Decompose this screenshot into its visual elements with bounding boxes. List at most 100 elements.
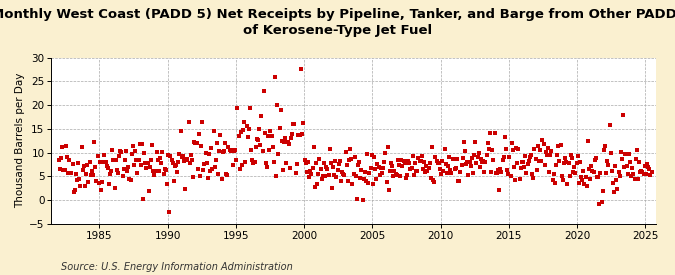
Point — [392, 173, 402, 178]
Point — [157, 149, 168, 154]
Point — [71, 172, 82, 177]
Point — [543, 145, 554, 150]
Point — [354, 160, 364, 164]
Point — [480, 160, 491, 164]
Point — [255, 143, 266, 147]
Point — [516, 160, 527, 164]
Point — [335, 178, 346, 183]
Point — [643, 165, 653, 169]
Point — [627, 166, 638, 170]
Point — [60, 144, 71, 148]
Point — [158, 172, 169, 176]
Point — [632, 177, 643, 181]
Point — [470, 139, 481, 144]
Point — [96, 188, 107, 193]
Point — [447, 156, 458, 161]
Point — [581, 184, 592, 188]
Point — [589, 158, 600, 163]
Point — [624, 160, 635, 164]
Point — [414, 158, 425, 163]
Point — [637, 170, 648, 174]
Text: Source: U.S. Energy Information Administration: Source: U.S. Energy Information Administ… — [61, 262, 292, 272]
Point — [130, 149, 140, 153]
Point — [125, 178, 136, 183]
Point — [541, 150, 551, 154]
Point — [549, 181, 560, 186]
Point — [259, 131, 270, 135]
Point — [269, 160, 279, 164]
Point — [183, 120, 194, 124]
Point — [352, 163, 363, 167]
Point — [441, 171, 452, 175]
Point — [378, 166, 389, 170]
Point — [339, 173, 350, 178]
Point — [403, 159, 414, 164]
Point — [163, 153, 173, 157]
Point — [573, 181, 584, 185]
Point — [277, 139, 288, 143]
Point — [59, 168, 70, 172]
Point — [295, 133, 306, 137]
Point — [645, 172, 656, 177]
Point — [269, 74, 280, 79]
Point — [267, 145, 278, 149]
Point — [277, 168, 288, 172]
Point — [591, 156, 601, 161]
Point — [61, 154, 72, 159]
Point — [388, 174, 399, 178]
Point — [644, 167, 655, 171]
Point — [327, 186, 338, 191]
Point — [596, 200, 607, 204]
Point — [430, 155, 441, 159]
Point — [369, 155, 379, 159]
Point — [559, 160, 570, 165]
Point — [156, 161, 167, 165]
Point — [491, 171, 502, 175]
Point — [476, 157, 487, 161]
Point — [511, 146, 522, 150]
Point — [508, 165, 519, 169]
Point — [617, 157, 628, 161]
Point — [576, 175, 587, 179]
Point — [221, 172, 232, 176]
Point — [541, 153, 552, 158]
Point — [131, 157, 142, 162]
Point — [360, 169, 371, 174]
Point — [324, 147, 335, 151]
Point — [190, 141, 200, 146]
Point — [114, 154, 125, 158]
Point — [593, 175, 603, 180]
Point — [642, 162, 653, 167]
Point — [588, 170, 599, 175]
Point — [486, 170, 497, 174]
Point — [496, 170, 507, 174]
Point — [514, 177, 525, 181]
Point — [475, 165, 485, 170]
Point — [310, 160, 321, 165]
Point — [153, 158, 163, 162]
Point — [539, 163, 550, 167]
Point — [98, 160, 109, 164]
Point — [229, 149, 240, 153]
Point — [456, 163, 467, 167]
Point — [610, 164, 620, 169]
Point — [317, 177, 327, 182]
Point — [611, 178, 622, 182]
Point — [196, 144, 207, 148]
Point — [606, 169, 617, 173]
Point — [168, 179, 179, 183]
Point — [169, 164, 180, 168]
Point — [481, 153, 492, 158]
Point — [286, 136, 296, 141]
Point — [335, 159, 346, 163]
Point — [383, 187, 394, 192]
Point — [605, 151, 616, 155]
Point — [423, 166, 434, 170]
Text: Monthly West Coast (PADD 5) Net Receipts by Pipeline, Tanker, and Barge from Oth: Monthly West Coast (PADD 5) Net Receipts… — [0, 8, 675, 37]
Point — [113, 171, 124, 176]
Point — [80, 183, 90, 188]
Point — [613, 170, 624, 175]
Point — [105, 172, 115, 176]
Point — [360, 179, 371, 183]
Point — [450, 166, 461, 170]
